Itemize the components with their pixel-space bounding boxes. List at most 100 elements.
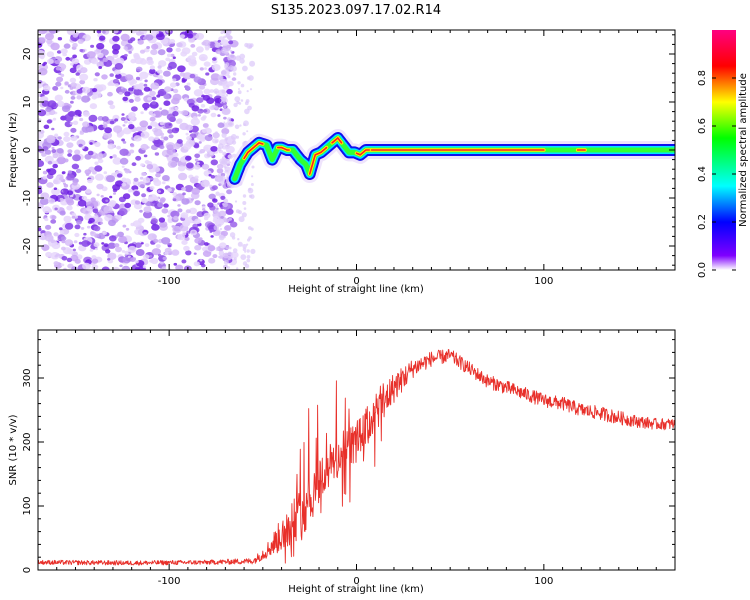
noise-speckle — [219, 175, 226, 182]
noise-speckle — [228, 65, 234, 71]
noise-speckle — [217, 39, 221, 43]
noise-speckle — [185, 250, 192, 256]
noise-speckle — [245, 99, 250, 103]
noise-speckle — [47, 100, 57, 108]
noise-speckle — [233, 102, 238, 108]
noise-speckle — [175, 264, 184, 270]
noise-speckle — [168, 123, 172, 126]
noise-speckle — [101, 242, 105, 245]
noise-speckle — [247, 226, 252, 230]
noise-speckle — [196, 161, 200, 165]
noise-speckle — [81, 95, 91, 103]
noise-speckle — [172, 78, 177, 82]
noise-speckle — [109, 104, 116, 110]
noise-speckle — [179, 122, 189, 131]
noise-speckle — [125, 227, 130, 231]
noise-speckle — [134, 202, 143, 210]
noise-speckle — [189, 73, 196, 79]
noise-speckle — [122, 127, 132, 135]
noise-speckle — [204, 246, 208, 249]
noise-speckle — [215, 191, 220, 196]
noise-speckle — [135, 249, 145, 256]
noise-speckle — [85, 188, 92, 194]
noise-speckle — [150, 218, 158, 224]
noise-speckle — [176, 42, 183, 48]
noise-speckle — [226, 59, 236, 68]
noise-speckle — [121, 182, 127, 187]
noise-speckle — [134, 267, 140, 270]
noise-speckle — [65, 197, 74, 204]
noise-speckle — [223, 116, 227, 120]
noise-speckle — [150, 82, 160, 90]
noise-speckle — [205, 47, 210, 51]
noise-speckle — [38, 118, 42, 123]
noise-speckle — [112, 154, 117, 158]
noise-speckle — [226, 88, 233, 95]
noise-speckle — [163, 94, 170, 100]
noise-speckle — [129, 257, 136, 263]
noise-speckle — [233, 257, 237, 261]
noise-speckle — [102, 30, 106, 34]
noise-speckle — [217, 51, 221, 55]
noise-speckle — [186, 162, 194, 169]
noise-speckle — [173, 215, 179, 221]
noise-speckle — [89, 142, 93, 145]
noise-speckle — [169, 39, 176, 44]
noise-speckle — [182, 231, 187, 236]
noise-speckle — [127, 245, 137, 253]
noise-speckle — [169, 82, 177, 88]
noise-speckle — [55, 81, 62, 87]
noise-speckle — [151, 101, 157, 105]
noise-speckle — [163, 100, 171, 106]
colorbar-tick-label: 0.2 — [697, 214, 708, 230]
noise-speckle — [220, 195, 226, 200]
noise-speckle — [151, 248, 161, 256]
noise-speckle — [220, 172, 226, 177]
noise-speckle — [244, 250, 247, 253]
noise-speckle — [221, 132, 227, 138]
noise-speckle — [225, 137, 228, 141]
noise-speckle — [79, 73, 89, 81]
noise-speckle — [107, 81, 113, 86]
noise-speckle — [94, 141, 101, 147]
noise-speckle — [227, 54, 237, 62]
x-tick-label: -100 — [158, 576, 181, 587]
noise-speckle — [84, 169, 92, 175]
noise-speckle — [146, 164, 154, 170]
noise-speckle — [227, 266, 230, 269]
colorbar-label: Normalized spectral amplitude — [738, 73, 749, 227]
noise-speckle — [197, 114, 201, 117]
noise-speckle — [198, 84, 206, 90]
noise-speckle — [223, 49, 229, 55]
noise-speckle — [220, 39, 229, 46]
noise-speckle — [163, 203, 169, 208]
noise-speckle — [92, 170, 97, 175]
noise-speckle — [139, 184, 145, 189]
noise-speckle — [235, 55, 241, 61]
noise-speckle — [166, 147, 176, 156]
noise-speckle — [147, 125, 153, 130]
snr-x-axis-label: Height of straight line (km) — [288, 584, 424, 595]
noise-speckle — [191, 187, 200, 195]
noise-speckle — [210, 107, 214, 111]
noise-speckle — [124, 53, 128, 57]
noise-speckle — [134, 242, 142, 248]
noise-speckle — [81, 195, 88, 201]
noise-speckle — [59, 176, 64, 181]
noise-speckle — [163, 136, 169, 141]
noise-speckle — [212, 138, 219, 144]
noise-speckle — [121, 113, 125, 116]
noise-speckle — [227, 48, 231, 51]
noise-speckle — [228, 246, 232, 250]
noise-speckle — [105, 199, 109, 202]
noise-speckle — [205, 72, 210, 76]
noise-speckle — [124, 250, 130, 255]
noise-speckle — [237, 238, 240, 241]
noise-speckle — [139, 176, 144, 180]
noise-speckle — [60, 86, 64, 90]
noise-speckle — [128, 121, 133, 125]
noise-speckle — [44, 217, 49, 222]
noise-speckle — [159, 121, 165, 126]
noise-speckle — [218, 250, 225, 256]
noise-speckle — [83, 232, 87, 236]
